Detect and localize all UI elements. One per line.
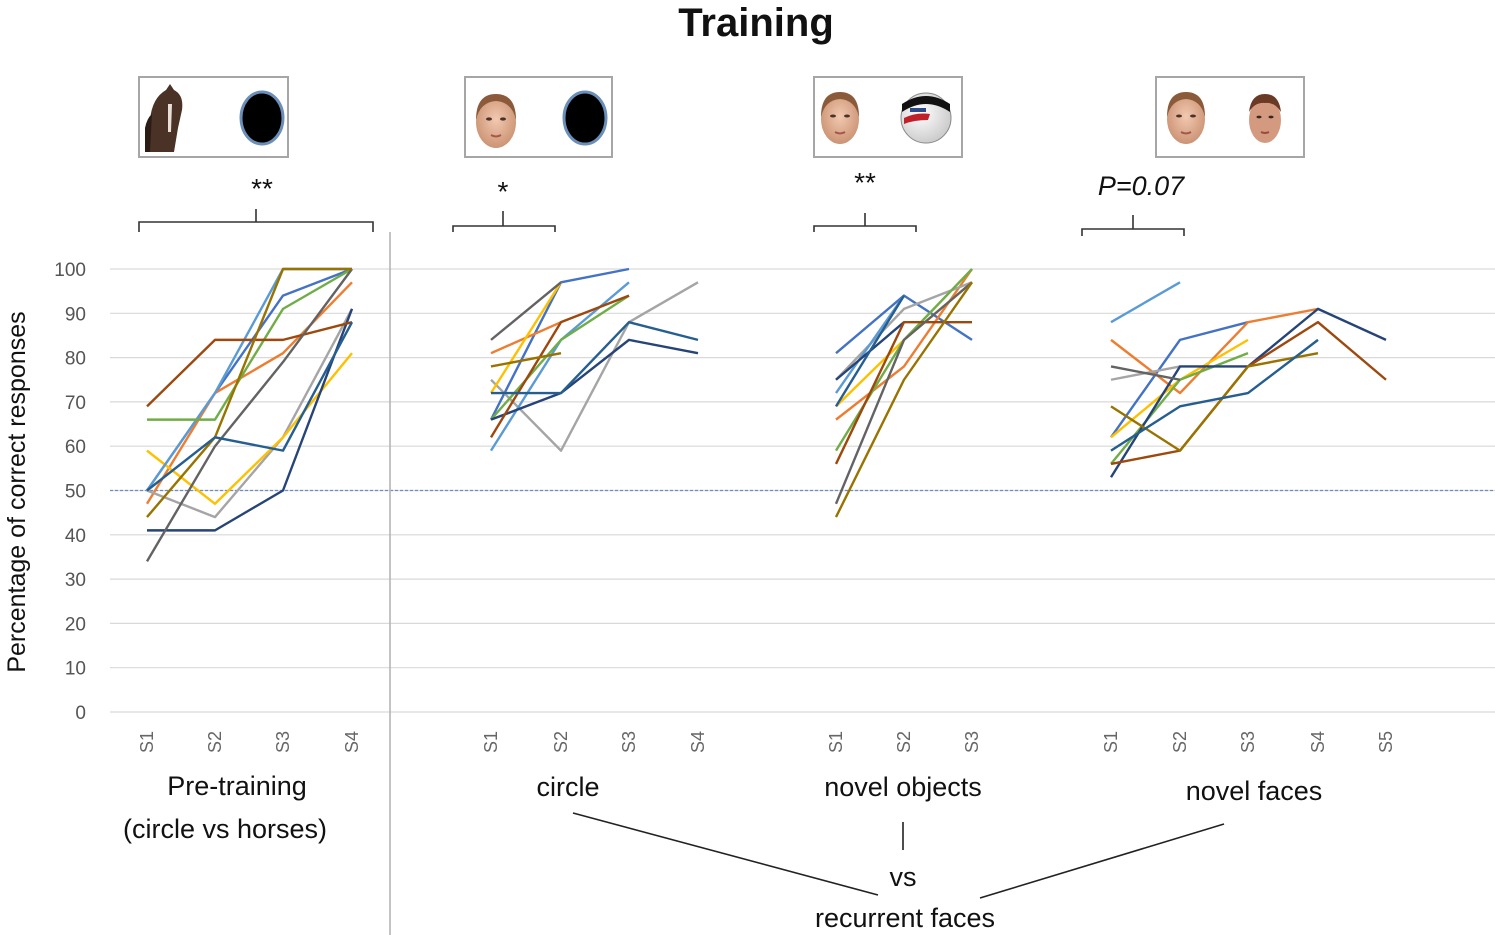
series-line [145, 268, 353, 562]
face-image [1167, 92, 1205, 144]
face-image [821, 92, 859, 144]
x-tick-label: S3 [1238, 731, 1258, 753]
x-tick-label: S2 [551, 731, 571, 753]
series-line [490, 351, 562, 368]
series-line [491, 320, 699, 395]
y-tick-label: 0 [75, 703, 86, 724]
series-line [1110, 365, 1181, 381]
series-line [490, 281, 562, 341]
face-image [476, 94, 516, 148]
x-tick-label: S3 [619, 731, 639, 753]
series-line [146, 320, 353, 408]
significance-label: * [498, 176, 509, 207]
series-line [146, 321, 354, 492]
significance-label: ** [854, 167, 876, 198]
significance-bracket-novel-faces: P=0.07 [1081, 171, 1185, 236]
data-series [145, 267, 1387, 562]
y-tick-label: 70 [65, 393, 86, 414]
panel-sublabel-pretraining: (circle vs horses) [123, 814, 327, 844]
significance-bracket-pretraining: ** [138, 173, 374, 232]
series-line [1110, 320, 1249, 439]
significance-label: ** [251, 173, 273, 204]
series-line [1110, 307, 1319, 395]
series-line [147, 308, 354, 532]
significance-bracket-novel-objects: ** [813, 167, 917, 232]
y-axis-label: Percentage of correct responses [3, 311, 31, 672]
series-line [1110, 281, 1181, 324]
series-line [489, 281, 630, 452]
stimulus-box-novel-faces [1155, 76, 1305, 158]
novel-face-image [1249, 94, 1281, 143]
stimulus-box-pretraining [138, 76, 289, 158]
series-line [834, 320, 972, 465]
stimulus-box-novel-objects [813, 76, 963, 158]
panel-label-novel-objects: novel objects [824, 772, 982, 802]
series-line [834, 281, 973, 505]
y-tick-label: 80 [65, 349, 86, 370]
series-line [145, 281, 353, 505]
panel-label-novel-faces: novel faces [1186, 776, 1323, 806]
panel-label-circle: circle [536, 772, 599, 802]
series-line [1110, 338, 1319, 452]
x-tick-label: S1 [137, 731, 157, 753]
x-tick-label: S2 [1170, 731, 1190, 753]
y-tick-label: 90 [65, 304, 86, 325]
x-axis-ticks: S1 S2 S3 S4 S1 S2 S3 S4 S1 S2 S3 S1 S2 S3 S4 S5 [137, 731, 1396, 753]
horse-image [145, 84, 183, 152]
series-line [489, 294, 630, 438]
significance-bracket-circle: * [452, 176, 556, 232]
y-axis-ticks: 0 10 20 30 40 50 60 70 80 90 100 [54, 260, 86, 724]
x-tick-label: S1 [1101, 731, 1121, 753]
y-tick-label: 30 [65, 570, 86, 591]
comparison-target-label: recurrent faces [815, 903, 995, 933]
panel-label-pretraining: Pre-training [167, 771, 307, 801]
series-line [490, 338, 699, 421]
black-circle-stimulus [239, 90, 285, 146]
x-tick-label: S4 [688, 731, 708, 753]
novel-object-image [900, 92, 952, 144]
significance-label: P=0.07 [1098, 171, 1185, 201]
x-tick-label: S4 [342, 731, 362, 753]
x-tick-label: S2 [205, 731, 225, 753]
comparison-connectors [572, 812, 1225, 899]
series-line [490, 281, 699, 452]
y-tick-label: 60 [65, 437, 86, 458]
black-circle-stimulus [562, 90, 608, 146]
series-line [834, 294, 906, 407]
x-tick-label: S3 [273, 731, 293, 753]
y-tick-label: 10 [65, 659, 86, 680]
y-tick-label: 50 [65, 482, 86, 503]
y-tick-label: 100 [54, 260, 86, 281]
x-tick-label: S1 [826, 731, 846, 753]
stimulus-box-circle [464, 76, 613, 158]
series-line [834, 281, 973, 518]
series-line [489, 281, 563, 394]
x-tick-label: S2 [894, 731, 914, 753]
series-line [146, 267, 352, 518]
x-tick-label: S4 [1308, 731, 1328, 753]
comparison-vs-label: vs [890, 862, 917, 892]
y-tick-label: 20 [65, 614, 86, 635]
x-tick-label: S1 [481, 731, 501, 753]
y-tick-label: 40 [65, 526, 86, 547]
figure-title: Training [678, 1, 834, 45]
x-tick-label: S5 [1376, 731, 1396, 753]
series-line [147, 267, 353, 421]
x-tick-label: S3 [962, 731, 982, 753]
